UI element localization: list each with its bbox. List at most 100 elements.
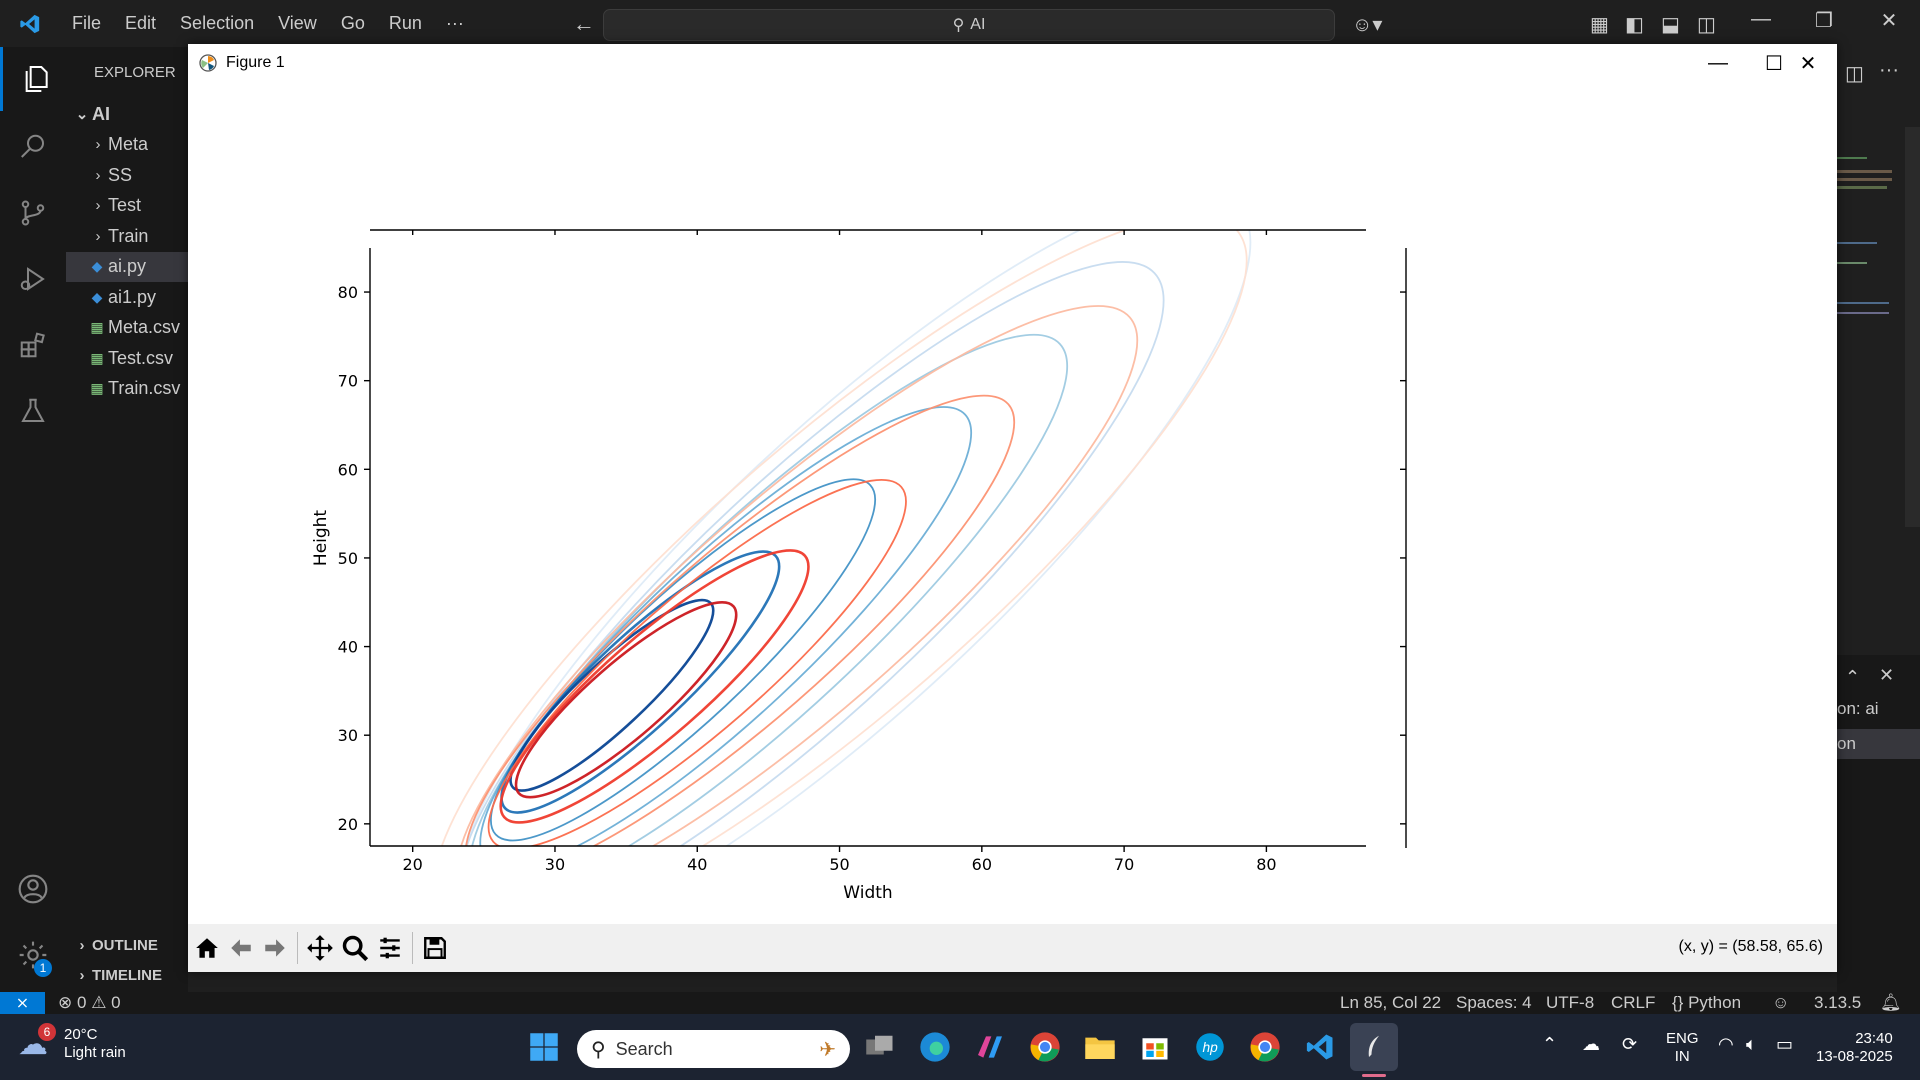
x-tick-label: 20 <box>403 855 423 874</box>
indentation[interactable]: Spaces: 4 <box>1456 993 1532 1012</box>
toggle-secondary-sidebar-icon[interactable]: ◫ <box>1697 14 1716 36</box>
start-windows-icon[interactable] <box>526 1029 562 1065</box>
panel-row-selected[interactable]: on <box>1837 729 1920 759</box>
taskbar-search[interactable]: ⚲ Search ✈ <box>577 1030 850 1068</box>
command-center-search[interactable]: ⚲ AI <box>603 9 1335 41</box>
outline-section[interactable]: › OUTLINE <box>66 931 188 959</box>
extensions-icon[interactable] <box>0 313 66 377</box>
battery-icon[interactable]: ▭ <box>1776 1034 1794 1054</box>
x-axis-label: Width <box>843 883 892 903</box>
timeline-section[interactable]: › TIMELINE <box>66 961 188 989</box>
tree-item-train-folder[interactable]: › Train <box>66 221 188 252</box>
show-hidden-icons-chevron-icon[interactable]: ⌃ <box>1542 1034 1558 1054</box>
accounts-icon[interactable] <box>0 857 66 921</box>
more-actions-icon[interactable]: ··· <box>1879 59 1899 81</box>
onedrive-icon[interactable]: ☁ <box>1582 1034 1600 1054</box>
tree-item-ai-py[interactable]: ◆ ai.py <box>66 251 188 282</box>
clock[interactable]: 23:40 13-08-2025 <box>1816 1030 1893 1066</box>
forward-icon[interactable] <box>260 934 290 962</box>
microsoft-store-icon[interactable] <box>1137 1029 1173 1065</box>
weather-widget[interactable]: ☁ 6 20°C Light rain <box>18 1022 126 1062</box>
tree-item-ai1-py[interactable]: ◆ ai1.py <box>66 282 188 313</box>
menu-more[interactable]: ··· <box>445 13 464 33</box>
file-explorer-icon[interactable] <box>1082 1029 1118 1065</box>
notifications-bell-icon[interactable]: 🔔︎ <box>1880 993 1902 1012</box>
pan-icon[interactable] <box>305 934 335 962</box>
save-figure-icon[interactable] <box>420 934 450 962</box>
y-tick-label: 30 <box>338 726 358 745</box>
encoding[interactable]: UTF-8 <box>1546 993 1595 1012</box>
chrome-icon[interactable] <box>1027 1029 1063 1065</box>
language-mode[interactable]: {} Python <box>1672 993 1741 1013</box>
chevron-right-icon: › <box>95 197 101 215</box>
volume-muted-icon[interactable]: 🔈︎ <box>1746 1034 1757 1054</box>
toggle-panel-icon[interactable]: ⬓ <box>1661 14 1680 36</box>
minimize-icon[interactable]: — <box>1751 8 1771 30</box>
contour-blues-level-2 <box>500 550 781 814</box>
language-label: Python <box>1688 993 1742 1012</box>
title-bar: File Edit Selection View Go Run ··· ← → … <box>0 0 1920 47</box>
menu-go[interactable]: Go <box>340 13 365 33</box>
contour-blues-level-1 <box>509 598 715 792</box>
remote-indicator-icon[interactable]: ⨯ <box>0 992 45 1014</box>
customize-layout-icon[interactable]: ▦ <box>1590 14 1609 36</box>
search-view-icon[interactable] <box>0 115 66 179</box>
split-editor-icon[interactable]: ◫ <box>1845 63 1864 85</box>
restore-icon[interactable]: ❐ <box>1815 10 1833 32</box>
testing-flask-icon[interactable] <box>0 379 66 443</box>
menu-file[interactable]: File <box>72 13 102 33</box>
manage-badge: 1 <box>34 959 52 977</box>
copilot-icon[interactable]: ☺▾ <box>1352 14 1383 36</box>
close-panel-icon[interactable]: ✕ <box>1879 665 1895 685</box>
wifi-icon[interactable]: ◠ <box>1718 1034 1734 1054</box>
tree-item-train-csv[interactable]: ▦ Train.csv <box>66 374 188 405</box>
copilot-status-icon[interactable]: ☺ <box>1772 993 1790 1012</box>
tree-item-meta-folder[interactable]: › Meta <box>66 130 188 161</box>
close-icon[interactable]: ✕ <box>1880 10 1898 32</box>
source-control-icon[interactable] <box>0 181 66 245</box>
menu-selection[interactable]: Selection <box>180 13 255 33</box>
chrome-profile-icon[interactable] <box>1247 1029 1283 1065</box>
run-debug-icon[interactable] <box>0 247 66 311</box>
tree-item-meta-csv[interactable]: ▦ Meta.csv <box>66 313 188 344</box>
copilot-app-icon[interactable] <box>972 1029 1008 1065</box>
manage-gear-icon[interactable]: 1 <box>0 923 66 987</box>
tree-item-test-csv[interactable]: ▦ Test.csv <box>66 343 188 374</box>
hp-app-icon[interactable]: hp <box>1192 1029 1228 1065</box>
menu-run[interactable]: Run <box>388 13 422 33</box>
task-view-icon[interactable] <box>862 1029 898 1065</box>
configure-subplots-icon[interactable] <box>375 934 405 962</box>
toolbar-separator <box>412 932 413 964</box>
tree-item-test-folder[interactable]: › Test <box>66 191 188 222</box>
python-version[interactable]: 3.13.5 <box>1814 993 1862 1012</box>
toggle-sidebar-icon[interactable]: ◧ <box>1625 14 1644 36</box>
explorer-icon[interactable] <box>0 47 69 111</box>
edge-browser-icon[interactable] <box>917 1029 953 1065</box>
maximize-panel-icon[interactable]: ⌃ <box>1845 667 1861 687</box>
cursor-position[interactable]: Ln 85, Col 22 <box>1340 993 1442 1012</box>
folder-root[interactable]: ⌄ AI <box>66 99 188 130</box>
menu-edit[interactable]: Edit <box>125 13 157 33</box>
figure-toolbar: (x, y) = (58.58, 65.6) <box>188 924 1837 972</box>
python-figure-taskbar-icon[interactable] <box>1350 1023 1398 1071</box>
figure-maximize-icon[interactable]: ☐ <box>1765 52 1783 75</box>
input-language[interactable]: ENG IN <box>1666 1030 1699 1066</box>
sync-icon[interactable]: ⟳ <box>1622 1034 1638 1054</box>
taskbar-search-placeholder: Search <box>615 1038 673 1059</box>
menu-view[interactable]: View <box>278 13 317 33</box>
back-arrow-icon[interactable]: ← <box>572 10 595 36</box>
problems-indicator[interactable]: ⊗ 0 ⚠ 0 <box>58 993 121 1013</box>
csv-file-icon: ▦ <box>90 349 104 366</box>
kde-contour-plot[interactable]: 20 30 40 50 60 70 80 20 30 40 50 60 70 80 Width Height <box>188 82 1837 924</box>
home-icon[interactable] <box>192 934 222 962</box>
end-of-line[interactable]: CRLF <box>1611 993 1656 1012</box>
timeline-label: TIMELINE <box>92 966 162 984</box>
figure-close-icon[interactable]: ✕ <box>1799 52 1817 75</box>
vscode-taskbar-icon[interactable] <box>1302 1029 1338 1065</box>
scrollbar-thumb[interactable] <box>1905 127 1920 527</box>
figure-minimize-icon[interactable]: — <box>1708 51 1728 74</box>
tree-item-ss-folder[interactable]: › SS <box>66 160 188 191</box>
zoom-icon[interactable] <box>340 934 370 962</box>
root-label: AI <box>92 103 110 124</box>
back-icon[interactable] <box>226 934 256 962</box>
